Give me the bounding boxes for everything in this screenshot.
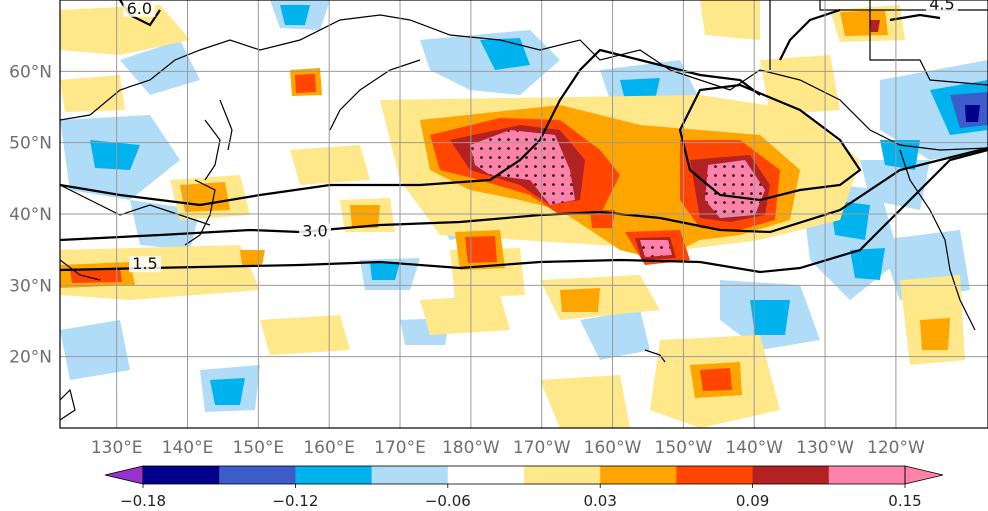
lon-tick-label: 150°E — [232, 438, 284, 458]
colorbar-swatch — [295, 466, 373, 484]
lon-tick-label: 180°W — [442, 438, 500, 458]
colorbar-swatch — [676, 466, 754, 484]
contour-label-background — [299, 223, 332, 240]
graticule — [60, 0, 988, 428]
colorbar — [104, 465, 944, 485]
colorbar-tick-label: 0.15 — [888, 492, 921, 510]
colorbar-tick-label: −0.06 — [425, 492, 471, 510]
contour-label-background — [129, 256, 162, 273]
lon-tick-label: 170°E — [374, 438, 426, 458]
colorbar-labels: −0.18 −0.12 −0.06 0.03 0.09 0.15 — [120, 484, 922, 510]
contour-label: 1.5 — [132, 254, 157, 273]
lon-tick-label: 160°E — [303, 438, 355, 458]
lon-tick-label: 140°W — [725, 438, 783, 458]
colorbar-tick-label: −0.12 — [272, 492, 318, 510]
lon-tick-label: 170°W — [513, 438, 571, 458]
lon-tick-label: 140°E — [162, 438, 214, 458]
contour-label-background — [123, 0, 156, 17]
contour-labels: 6.0 3.0 1.5 4.5 — [123, 0, 958, 273]
colorbar-swatch — [219, 466, 296, 484]
colorbar-swatch — [600, 466, 677, 484]
contour-label: 6.0 — [127, 0, 152, 18]
colorbar-swatch — [524, 466, 601, 484]
latitude-labels: 60°N 50°N 40°N 30°N 20°N — [9, 62, 52, 367]
colorbar-over-extend — [904, 465, 944, 485]
longitude-labels: 130°E 140°E 150°E 160°E 170°E 180°W 170°W 160°W… — [91, 438, 925, 458]
lat-tick-label: 60°N — [9, 62, 52, 82]
colorbar-tick-label: 0.09 — [736, 492, 769, 510]
colorbar-swatch — [447, 466, 525, 484]
colorbar-under-extend — [104, 465, 144, 485]
lat-tick-label: 20°N — [9, 348, 52, 368]
contour-label: 3.0 — [302, 221, 327, 240]
colorbar-swatch — [371, 466, 449, 484]
map-frame — [59, 0, 988, 429]
lon-tick-label: 160°W — [584, 438, 642, 458]
colorbar-swatch — [143, 466, 220, 484]
colorbar-swatch — [752, 466, 830, 484]
lat-tick-label: 30°N — [9, 276, 52, 296]
lon-tick-label: 130°E — [91, 438, 143, 458]
lat-tick-label: 40°N — [9, 205, 52, 225]
contour-label-background — [925, 0, 958, 13]
colorbar-swatch — [828, 466, 906, 484]
colorbar-tick-label: 0.03 — [583, 492, 616, 510]
lon-tick-label: 150°W — [655, 438, 713, 458]
colorbar-frame — [142, 465, 906, 485]
lat-tick-label: 50°N — [9, 134, 52, 154]
lon-tick-label: 120°W — [867, 438, 925, 458]
contour-label: 4.5 — [929, 0, 954, 14]
colorbar-tick-label: −0.18 — [120, 492, 166, 510]
lon-tick-label: 130°W — [796, 438, 854, 458]
